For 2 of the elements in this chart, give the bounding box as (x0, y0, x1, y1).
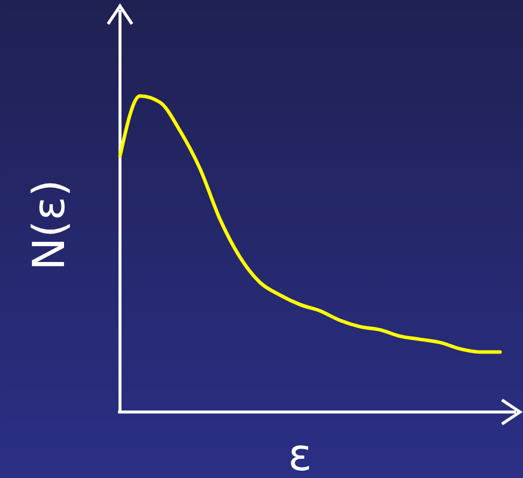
x-axis-title: ε (288, 430, 312, 478)
y-axis-title: N(ε) (24, 179, 75, 271)
